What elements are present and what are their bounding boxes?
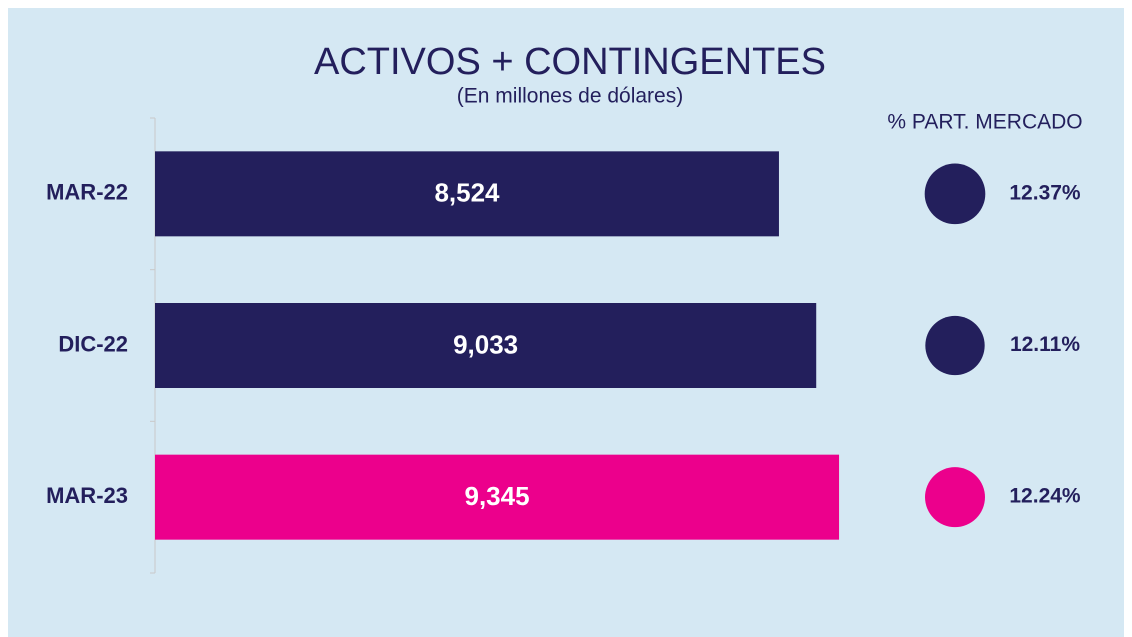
bar-value-label: 9,033 [453,329,518,359]
share-label: 12.11% [1010,333,1080,356]
bar [155,454,840,540]
y-tick-label: MAR-22 [46,180,128,205]
y-tick-label: MAR-23 [46,483,128,508]
bar-value-label: 8,524 [434,178,500,208]
bar-value-label: 9,345 [464,481,529,511]
share-label: 12.37% [1009,181,1081,204]
chart-subtitle: (En millones de dólares) [457,85,683,108]
y-tick-label: DIC-22 [58,331,128,356]
share-bubble [924,163,986,225]
share-label: 12.24% [1009,485,1081,508]
chart-title: ACTIVOS + CONTINGENTES [314,41,826,83]
bar [155,303,817,388]
bar [155,151,779,237]
share-bubble [925,467,985,528]
share-bubble [925,315,985,376]
legend-title: % PART. MERCADO [887,111,1082,134]
